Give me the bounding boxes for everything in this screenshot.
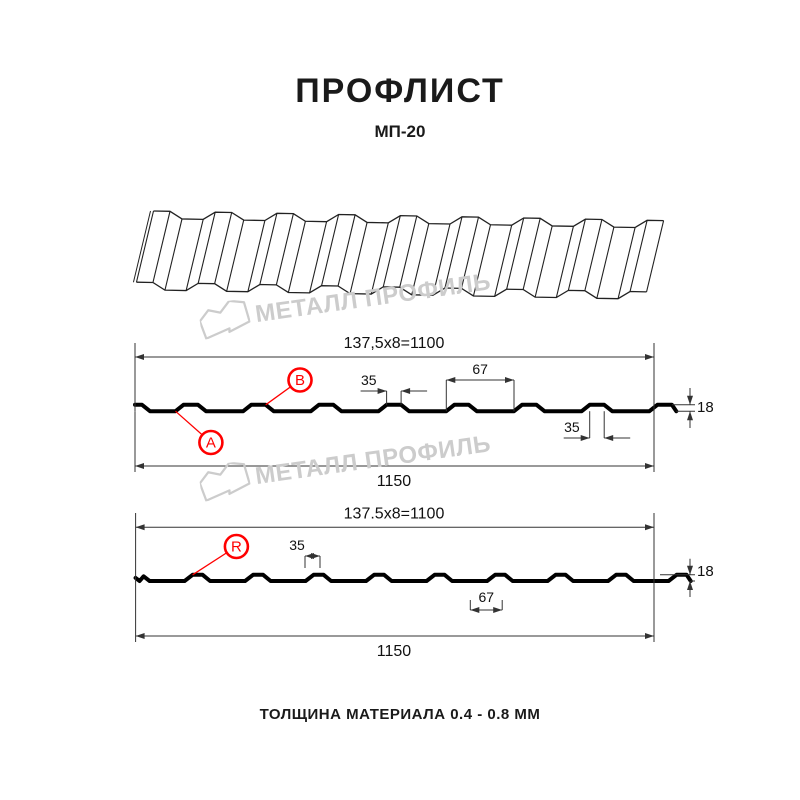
svg-text:67: 67 xyxy=(478,589,494,605)
svg-text:R: R xyxy=(231,539,242,556)
svg-text:1150: 1150 xyxy=(377,643,412,660)
svg-text:18: 18 xyxy=(697,563,714,580)
svg-text:137.5x8=1100: 137.5x8=1100 xyxy=(344,505,445,522)
svg-text:35: 35 xyxy=(289,537,305,553)
